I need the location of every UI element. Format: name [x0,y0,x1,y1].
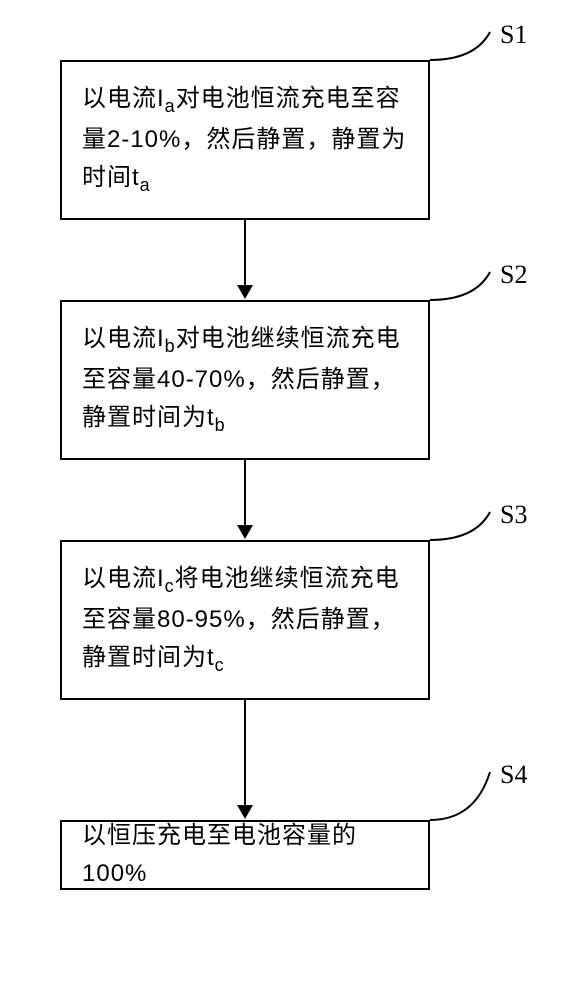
label-s2: S2 [500,260,527,290]
label-s3: S3 [500,500,527,530]
node-s2-text: 以电流Ib对电池继续恒流充电至容量40-70%，然后静置，静置时间为tb [82,320,408,440]
flowchart-container: 以电流Ia对电池恒流充电至容量2-10%，然后静置，静置为时间ta S1 以电流… [0,0,584,1000]
connector-s1 [430,30,500,65]
flowchart-node-s1: 以电流Ia对电池恒流充电至容量2-10%，然后静置，静置为时间ta [60,60,430,220]
flowchart-node-s3: 以电流Ic将电池继续恒流充电至容量80-95%，然后静置，静置时间为tc [60,540,430,700]
flowchart-node-s4: 以恒压充电至电池容量的100% [60,820,430,890]
arrow-s3-s4 [237,700,253,819]
label-s4: S4 [500,760,527,790]
label-s1: S1 [500,20,527,50]
node-s3-text: 以电流Ic将电池继续恒流充电至容量80-95%，然后静置，静置时间为tc [82,560,408,680]
arrow-s2-s3 [237,460,253,539]
connector-s2 [430,270,500,305]
node-s1-text: 以电流Ia对电池恒流充电至容量2-10%，然后静置，静置为时间ta [82,80,408,200]
connector-s4 [430,770,500,825]
connector-s3 [430,510,500,545]
node-s4-text: 以恒压充电至电池容量的100% [82,817,408,894]
flowchart-node-s2: 以电流Ib对电池继续恒流充电至容量40-70%，然后静置，静置时间为tb [60,300,430,460]
arrow-s1-s2 [237,220,253,299]
